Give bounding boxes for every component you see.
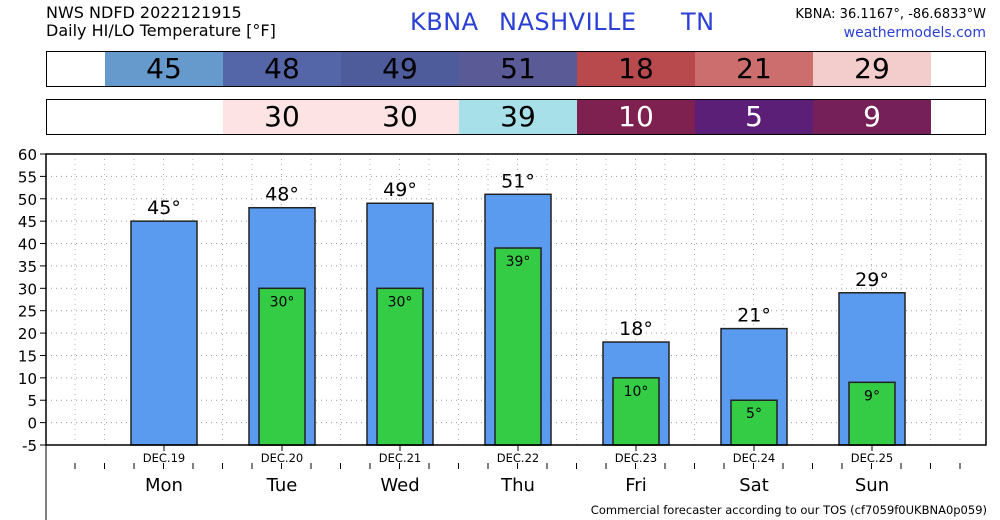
y-tick-label: 10 xyxy=(18,370,37,388)
y-tick-label: 50 xyxy=(18,191,37,209)
y-tick-label: 15 xyxy=(18,347,37,365)
day-label: Sun xyxy=(855,475,889,496)
high-temp-label: 45° xyxy=(147,197,181,219)
day-label: Sat xyxy=(739,475,769,496)
date-label: DEC.19 xyxy=(143,451,185,465)
high-temp-label: 49° xyxy=(383,179,417,201)
high-temp-cell: 51 xyxy=(459,52,577,86)
date-label: DEC.20 xyxy=(261,451,303,465)
high-temp-cell: 45 xyxy=(105,52,223,86)
low-temp-label: 30° xyxy=(388,294,413,310)
y-tick-label: -5 xyxy=(22,437,37,455)
day-label: Fri xyxy=(625,475,646,496)
date-label: DEC.21 xyxy=(379,451,421,465)
y-tick-label: 0 xyxy=(27,415,37,433)
station-city: NASHVILLE xyxy=(499,8,637,36)
y-tick-label: 55 xyxy=(18,168,37,186)
station-id: KBNA xyxy=(410,8,479,36)
y-tick-label: 20 xyxy=(18,325,37,343)
low-temp-bar xyxy=(612,377,660,446)
y-tick-label: 35 xyxy=(18,258,37,276)
low-temp-cell: 9 xyxy=(813,100,931,134)
low-temp-label: 39° xyxy=(506,254,531,270)
low-temp-cell: 30 xyxy=(341,100,459,134)
low-temp-bar xyxy=(848,381,896,446)
high-temp-cell: 21 xyxy=(695,52,813,86)
low-temp-label: 10° xyxy=(624,384,649,400)
high-temp-cell: 49 xyxy=(341,52,459,86)
high-temp-label: 21° xyxy=(737,305,771,327)
station-coordinates: KBNA: 36.1167°, -86.6833°W xyxy=(795,7,986,22)
high-temp-label: 29° xyxy=(855,269,889,291)
date-label: DEC.22 xyxy=(497,451,539,465)
date-label: DEC.24 xyxy=(733,451,775,465)
low-temp-label: 9° xyxy=(864,388,880,404)
high-temp-cell: 29 xyxy=(813,52,931,86)
high-temp-cell: 18 xyxy=(577,52,695,86)
low-temp-label: 30° xyxy=(270,294,295,310)
high-temp-label: 48° xyxy=(265,184,299,206)
low-temperature-strip: 30 30 39 10 5 9 xyxy=(46,99,986,135)
low-temp-cell: 39 xyxy=(459,100,577,134)
day-label: Wed xyxy=(380,475,419,496)
high-temp-label: 18° xyxy=(619,318,653,340)
source-label: NWS NDFD 2022121915 xyxy=(46,3,242,22)
low-temp-bar xyxy=(258,287,306,446)
low-temp-cell: 30 xyxy=(223,100,341,134)
chart-subtitle: Daily HI/LO Temperature [°F] xyxy=(46,21,276,40)
low-temp-cell xyxy=(105,100,223,134)
y-tick-label: 40 xyxy=(18,236,37,254)
low-temp-bar xyxy=(376,287,424,446)
site-link[interactable]: weathermodels.com xyxy=(843,25,986,41)
day-label: Mon xyxy=(145,475,183,496)
y-tick-label: 5 xyxy=(27,392,37,410)
low-temp-bar xyxy=(494,247,542,446)
high-temp-cell: 48 xyxy=(223,52,341,86)
y-tick-label: 60 xyxy=(18,146,37,164)
date-label: DEC.23 xyxy=(615,451,657,465)
high-temp-bar xyxy=(130,220,198,446)
low-temp-cell: 10 xyxy=(577,100,695,134)
station-state: TN xyxy=(681,8,715,36)
date-label: DEC.25 xyxy=(851,451,893,465)
low-temp-cell: 5 xyxy=(695,100,813,134)
y-tick-label: 25 xyxy=(18,303,37,321)
high-temp-label: 51° xyxy=(501,170,535,192)
y-tick-label: 45 xyxy=(18,213,37,231)
footer-note: Commercial forecaster according to our T… xyxy=(590,503,987,517)
plot-frame xyxy=(45,153,987,446)
day-label: Tue xyxy=(266,475,298,496)
low-temp-label: 5° xyxy=(746,406,762,422)
y-tick-label: 30 xyxy=(18,280,37,298)
day-label: Thu xyxy=(500,475,535,496)
high-temperature-strip: 45 48 49 51 18 21 29 xyxy=(46,51,986,87)
